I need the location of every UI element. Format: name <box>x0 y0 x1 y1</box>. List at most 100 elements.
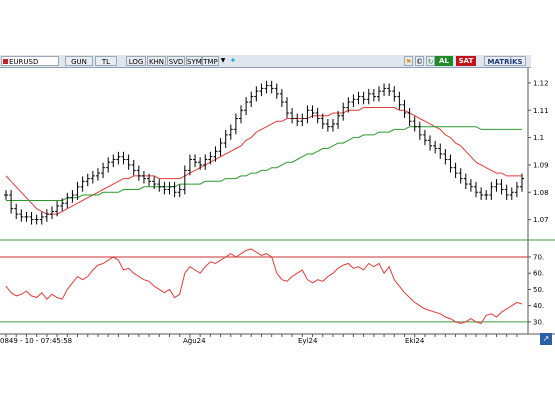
ohlc-bar <box>24 211 29 222</box>
flag-icon[interactable]: ⚑ <box>404 56 413 66</box>
ohlc-bar <box>514 181 519 198</box>
ohlc-bar <box>172 181 177 198</box>
ohlc-bar <box>193 154 198 168</box>
ohlc-bar <box>284 97 289 118</box>
ohlc-bar <box>228 124 233 140</box>
ohlc-bar <box>167 181 172 195</box>
ohlc-bar <box>438 143 443 159</box>
matrix-logo: MATRİKS <box>484 56 526 66</box>
ohlc-bar <box>264 80 269 94</box>
ohlc-bar <box>244 97 249 116</box>
oscillator-tick-label: 50. <box>533 286 544 294</box>
price-chart[interactable]: 1.12 1.11 1.1 1.09 1.08 1.07 70. 60. 50. 40. 30. <box>0 68 555 338</box>
refresh-icon[interactable]: ↻ <box>426 56 435 66</box>
oscillator-tick-label: 40. <box>533 302 544 310</box>
ohlc-bar <box>85 173 90 187</box>
ohlc-bar <box>29 211 34 225</box>
ohlc-bar <box>218 138 223 157</box>
ohlc-bar <box>346 97 351 113</box>
svd-button[interactable]: SVD <box>167 56 185 66</box>
currency-button[interactable]: TL <box>95 56 117 66</box>
ohlc-bar <box>14 203 19 220</box>
ohlc-bar <box>136 165 141 181</box>
ohlc-bar <box>453 162 458 179</box>
ohlc-bar <box>106 157 111 173</box>
ohlc-bar <box>315 108 320 124</box>
oscillator-tick-label: 30. <box>533 318 544 326</box>
ohlc-bar <box>336 110 341 129</box>
buy-button[interactable]: AL <box>435 56 453 66</box>
ohlc-bar <box>458 168 463 184</box>
ohlc-bar <box>44 209 49 222</box>
ohlc-bar <box>95 168 100 181</box>
khn-button[interactable]: KHN <box>147 56 166 66</box>
symbol-flag-icon <box>3 59 8 64</box>
ohlc-bar <box>433 140 438 154</box>
ohlc-bar <box>479 187 484 200</box>
ohlc-bar <box>428 135 433 151</box>
template-button[interactable]: TMP <box>202 56 219 66</box>
ohlc-bar <box>330 119 335 132</box>
ohlc-bar <box>279 88 284 107</box>
bird-icon[interactable]: ✦ <box>229 56 237 65</box>
ohlc-bar <box>39 211 44 225</box>
ohlc-bar <box>509 187 514 200</box>
resize-corner-icon[interactable]: ↗ <box>540 333 552 345</box>
ohlc-bar <box>361 91 366 105</box>
ohlc-bar <box>60 198 65 211</box>
ohlc-bar <box>356 91 361 105</box>
ohlc-bar <box>320 113 325 129</box>
price-tick-label: 1.09 <box>533 161 549 169</box>
ohlc-bar <box>422 129 427 146</box>
ohlc-bar <box>402 99 407 118</box>
oscillator-line <box>5 248 523 325</box>
oscillator-panel: 70. 60. 50. 40. 30. <box>0 240 555 337</box>
fast-moving-average-line <box>5 107 522 215</box>
ohlc-bar <box>412 116 417 132</box>
sym-button[interactable]: SYM <box>186 56 202 66</box>
ohlc-bar <box>126 154 131 170</box>
ohlc-bar <box>141 170 146 184</box>
date-label-oct: Eki24 <box>405 337 425 345</box>
ohlc-bar <box>392 86 397 102</box>
ohlc-bar <box>366 88 371 105</box>
ohlc-bar <box>504 184 509 200</box>
ohlc-bar <box>484 190 489 200</box>
ohlc-bar <box>274 83 279 99</box>
ohlc-bar <box>290 108 295 124</box>
ohlc-bar <box>371 88 376 102</box>
ohlc-bar <box>499 179 504 195</box>
ohlc-bar <box>520 173 524 192</box>
ohlc-bar <box>187 154 192 176</box>
sell-button[interactable]: SAT <box>456 56 476 66</box>
ohlc-bar <box>80 176 85 192</box>
ohlc-bar <box>310 105 315 118</box>
price-tick-label: 1.1 <box>533 134 544 142</box>
symbol-label: EURUSD <box>9 58 39 66</box>
price-tick-label: 1.07 <box>533 216 549 224</box>
period-button[interactable]: GUN <box>65 56 93 66</box>
chevron-down-icon[interactable]: ▼ <box>220 57 226 64</box>
ohlc-bar <box>489 181 494 200</box>
log-button[interactable]: LOG <box>126 56 146 66</box>
date-label-aug: Ağu24 <box>183 337 206 345</box>
symbol-selector[interactable]: EURUSD <box>1 56 59 66</box>
ohlc-bar <box>305 105 310 124</box>
price-panel: 1.12 1.11 1.1 1.09 1.08 1.07 <box>0 68 555 241</box>
ohlc-bar <box>325 119 330 132</box>
ohlc-bar <box>341 102 346 121</box>
ohlc-bar <box>397 91 402 110</box>
slow-moving-average-line <box>6 126 522 201</box>
ohlc-bar <box>203 154 208 170</box>
oscillator-tick-label: 70. <box>533 253 544 261</box>
ohlc-bar <box>162 181 167 195</box>
ohlc-bar <box>376 86 381 102</box>
ohlc-bar <box>407 108 412 127</box>
ohlc-bar <box>468 179 473 192</box>
ohlc-bar <box>157 179 162 192</box>
circle-icon[interactable]: © <box>415 56 424 66</box>
ohlc-bar <box>417 121 422 140</box>
ohlc-bar <box>147 173 152 187</box>
ohlc-bar <box>131 160 136 176</box>
